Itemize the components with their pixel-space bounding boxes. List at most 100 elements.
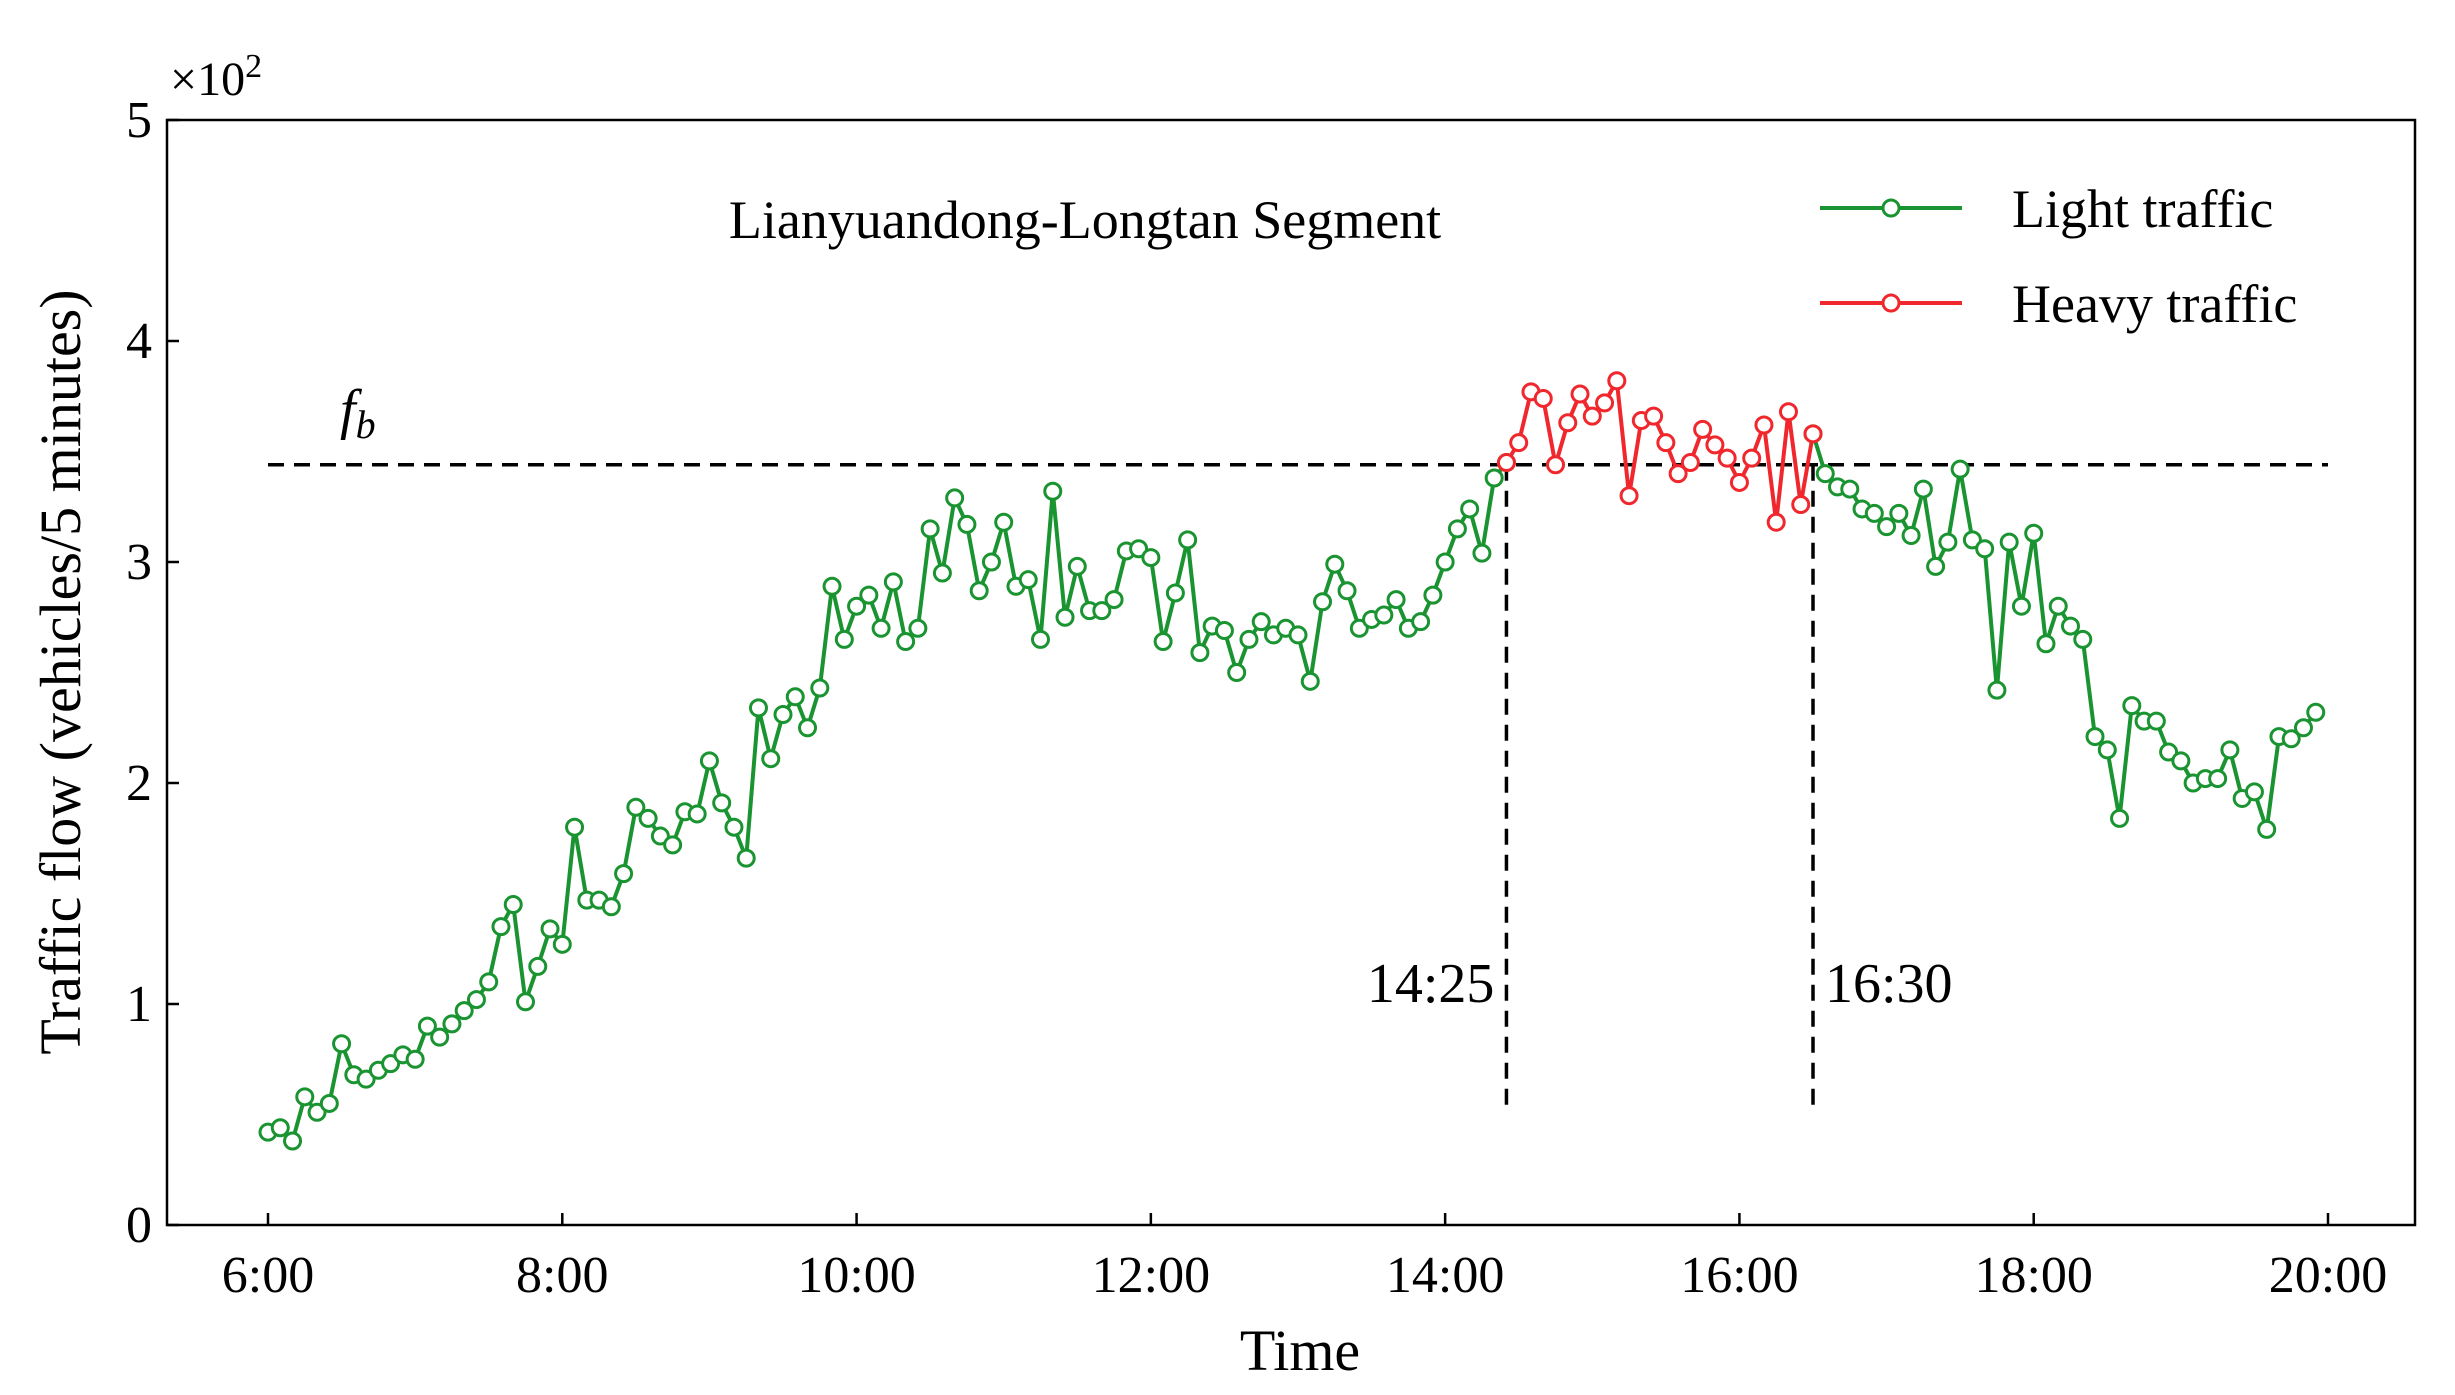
light-traffic-point	[945, 488, 965, 508]
light-traffic-point	[1031, 629, 1050, 649]
light-traffic-point	[295, 1087, 315, 1107]
heavy-traffic-point	[1742, 448, 1762, 468]
heavy-traffic-line	[1504, 378, 1815, 525]
light-traffic-point	[1043, 481, 1063, 501]
light-traffic-point	[712, 793, 732, 813]
light-traffic-point	[1067, 556, 1087, 576]
light-traffic-point	[1325, 554, 1345, 574]
light-traffic-point	[319, 1093, 339, 1113]
light-traffic-point	[2085, 727, 2105, 747]
heavy-traffic-point	[1791, 495, 1811, 515]
light-traffic-point	[1999, 532, 2019, 552]
light-traffic-point	[1926, 556, 1946, 576]
light-traffic-point	[1374, 605, 1394, 625]
light-traffic-point	[381, 1054, 401, 1074]
time-marker-label: 14:25	[1367, 953, 1495, 1015]
heavy-traffic-point	[1595, 393, 1615, 413]
light-traffic-point	[2110, 808, 2130, 828]
light-traffic-point	[283, 1131, 303, 1151]
time-marker-label: 16:30	[1825, 953, 1953, 1015]
light-traffic-point	[957, 514, 977, 534]
y-tick-label: 5	[126, 92, 152, 149]
chart-title: Lianyuandong-Longtan Segment	[729, 190, 1441, 250]
light-traffic-point	[969, 581, 989, 601]
light-traffic-point	[1447, 519, 1467, 539]
light-traffic-point	[270, 1118, 290, 1138]
light-traffic-point	[908, 618, 928, 638]
light-traffic-point	[1460, 499, 1480, 519]
light-traffic-point	[454, 1001, 474, 1021]
light-traffic-point	[1129, 539, 1149, 559]
light-traffic-point	[724, 817, 744, 837]
light-traffic-point	[466, 990, 486, 1010]
y-tick-label: 1	[126, 976, 152, 1033]
y-tick-group: 0 1 2 3 4 5	[126, 92, 179, 1254]
light-traffic-point	[2122, 696, 2142, 716]
light-traffic-point	[883, 572, 903, 592]
light-traffic-point	[565, 817, 585, 837]
x-tick-label: 16:00	[1680, 1247, 1798, 1304]
light-traffic-point	[1313, 592, 1333, 612]
time-marker-labels: 14:25 16:30	[1367, 953, 1953, 1015]
light-traffic-point	[1153, 632, 1173, 652]
x-tick-group: 6:00 8:00 10:00 12:00 14:00 16:00 18:00 20:00	[222, 1213, 2387, 1304]
light-traffic-point	[552, 934, 572, 954]
light-traffic-point	[822, 576, 842, 596]
heavy-traffic-point	[1582, 406, 1602, 426]
x-tick-label: 8:00	[516, 1247, 608, 1304]
heavy-traffic-point	[1778, 402, 1798, 422]
light-traffic-point	[2244, 782, 2264, 802]
heavy-traffic-point	[1570, 384, 1590, 404]
y-tick-label: 4	[126, 313, 152, 370]
light-traffic-point	[785, 687, 805, 707]
light-traffic-point	[1975, 539, 1995, 559]
y-tick-label: 2	[126, 755, 152, 812]
light-traffic-point	[307, 1102, 327, 1122]
light-traffic-point	[2146, 711, 2166, 731]
light-traffic-point	[1913, 479, 1933, 499]
light-traffic-point	[773, 704, 793, 724]
light-traffic-point	[1092, 601, 1112, 621]
light-traffic-point	[1962, 530, 1982, 550]
light-traffic-point	[1877, 517, 1897, 537]
light-traffic-point	[405, 1049, 425, 1069]
light-traffic-point	[1864, 503, 1884, 523]
light-traffic-point	[2011, 596, 2031, 616]
light-traffic-point	[1018, 570, 1038, 590]
light-traffic-point	[1435, 552, 1455, 572]
light-traffic-point	[356, 1069, 376, 1089]
heavy-traffic-point	[1668, 464, 1688, 484]
light-traffic-point	[1386, 590, 1406, 610]
light-traffic-point	[1104, 590, 1124, 610]
heavy-traffic-point	[1533, 388, 1553, 408]
light-traffic-point	[847, 596, 867, 616]
light-traffic-point	[699, 751, 719, 771]
light-traffic-point	[663, 835, 683, 855]
plot-frame	[165, 118, 2417, 1227]
light-traffic-point	[638, 808, 658, 828]
light-traffic-point	[761, 749, 781, 769]
light-traffic-point	[1288, 625, 1308, 645]
light-traffic-point	[442, 1014, 462, 1034]
light-traffic-point	[1987, 680, 2007, 700]
y-tick-label: 3	[126, 534, 152, 591]
light-traffic-point	[2306, 702, 2326, 722]
light-traffic-point	[1214, 621, 1234, 641]
light-traffic-point	[736, 848, 756, 868]
heavy-traffic-point	[1693, 419, 1713, 439]
y-tick-label: 0	[126, 1197, 152, 1254]
light-traffic-point	[1141, 548, 1161, 568]
light-traffic-point	[2293, 718, 2313, 738]
light-traffic-point	[994, 512, 1014, 532]
series-group	[258, 371, 2326, 1151]
light-traffic-point	[1055, 607, 1075, 627]
heavy-traffic-point	[1705, 435, 1725, 455]
heavy-traffic-point	[1644, 406, 1664, 426]
light-traffic-point	[1423, 585, 1443, 605]
legend-heavy-marker	[1881, 293, 1901, 313]
light-traffic-point	[2073, 629, 2093, 649]
heavy-traffic-point	[1717, 448, 1737, 468]
x-tick-label: 6:00	[222, 1247, 314, 1304]
threshold-label: fb	[340, 379, 376, 447]
